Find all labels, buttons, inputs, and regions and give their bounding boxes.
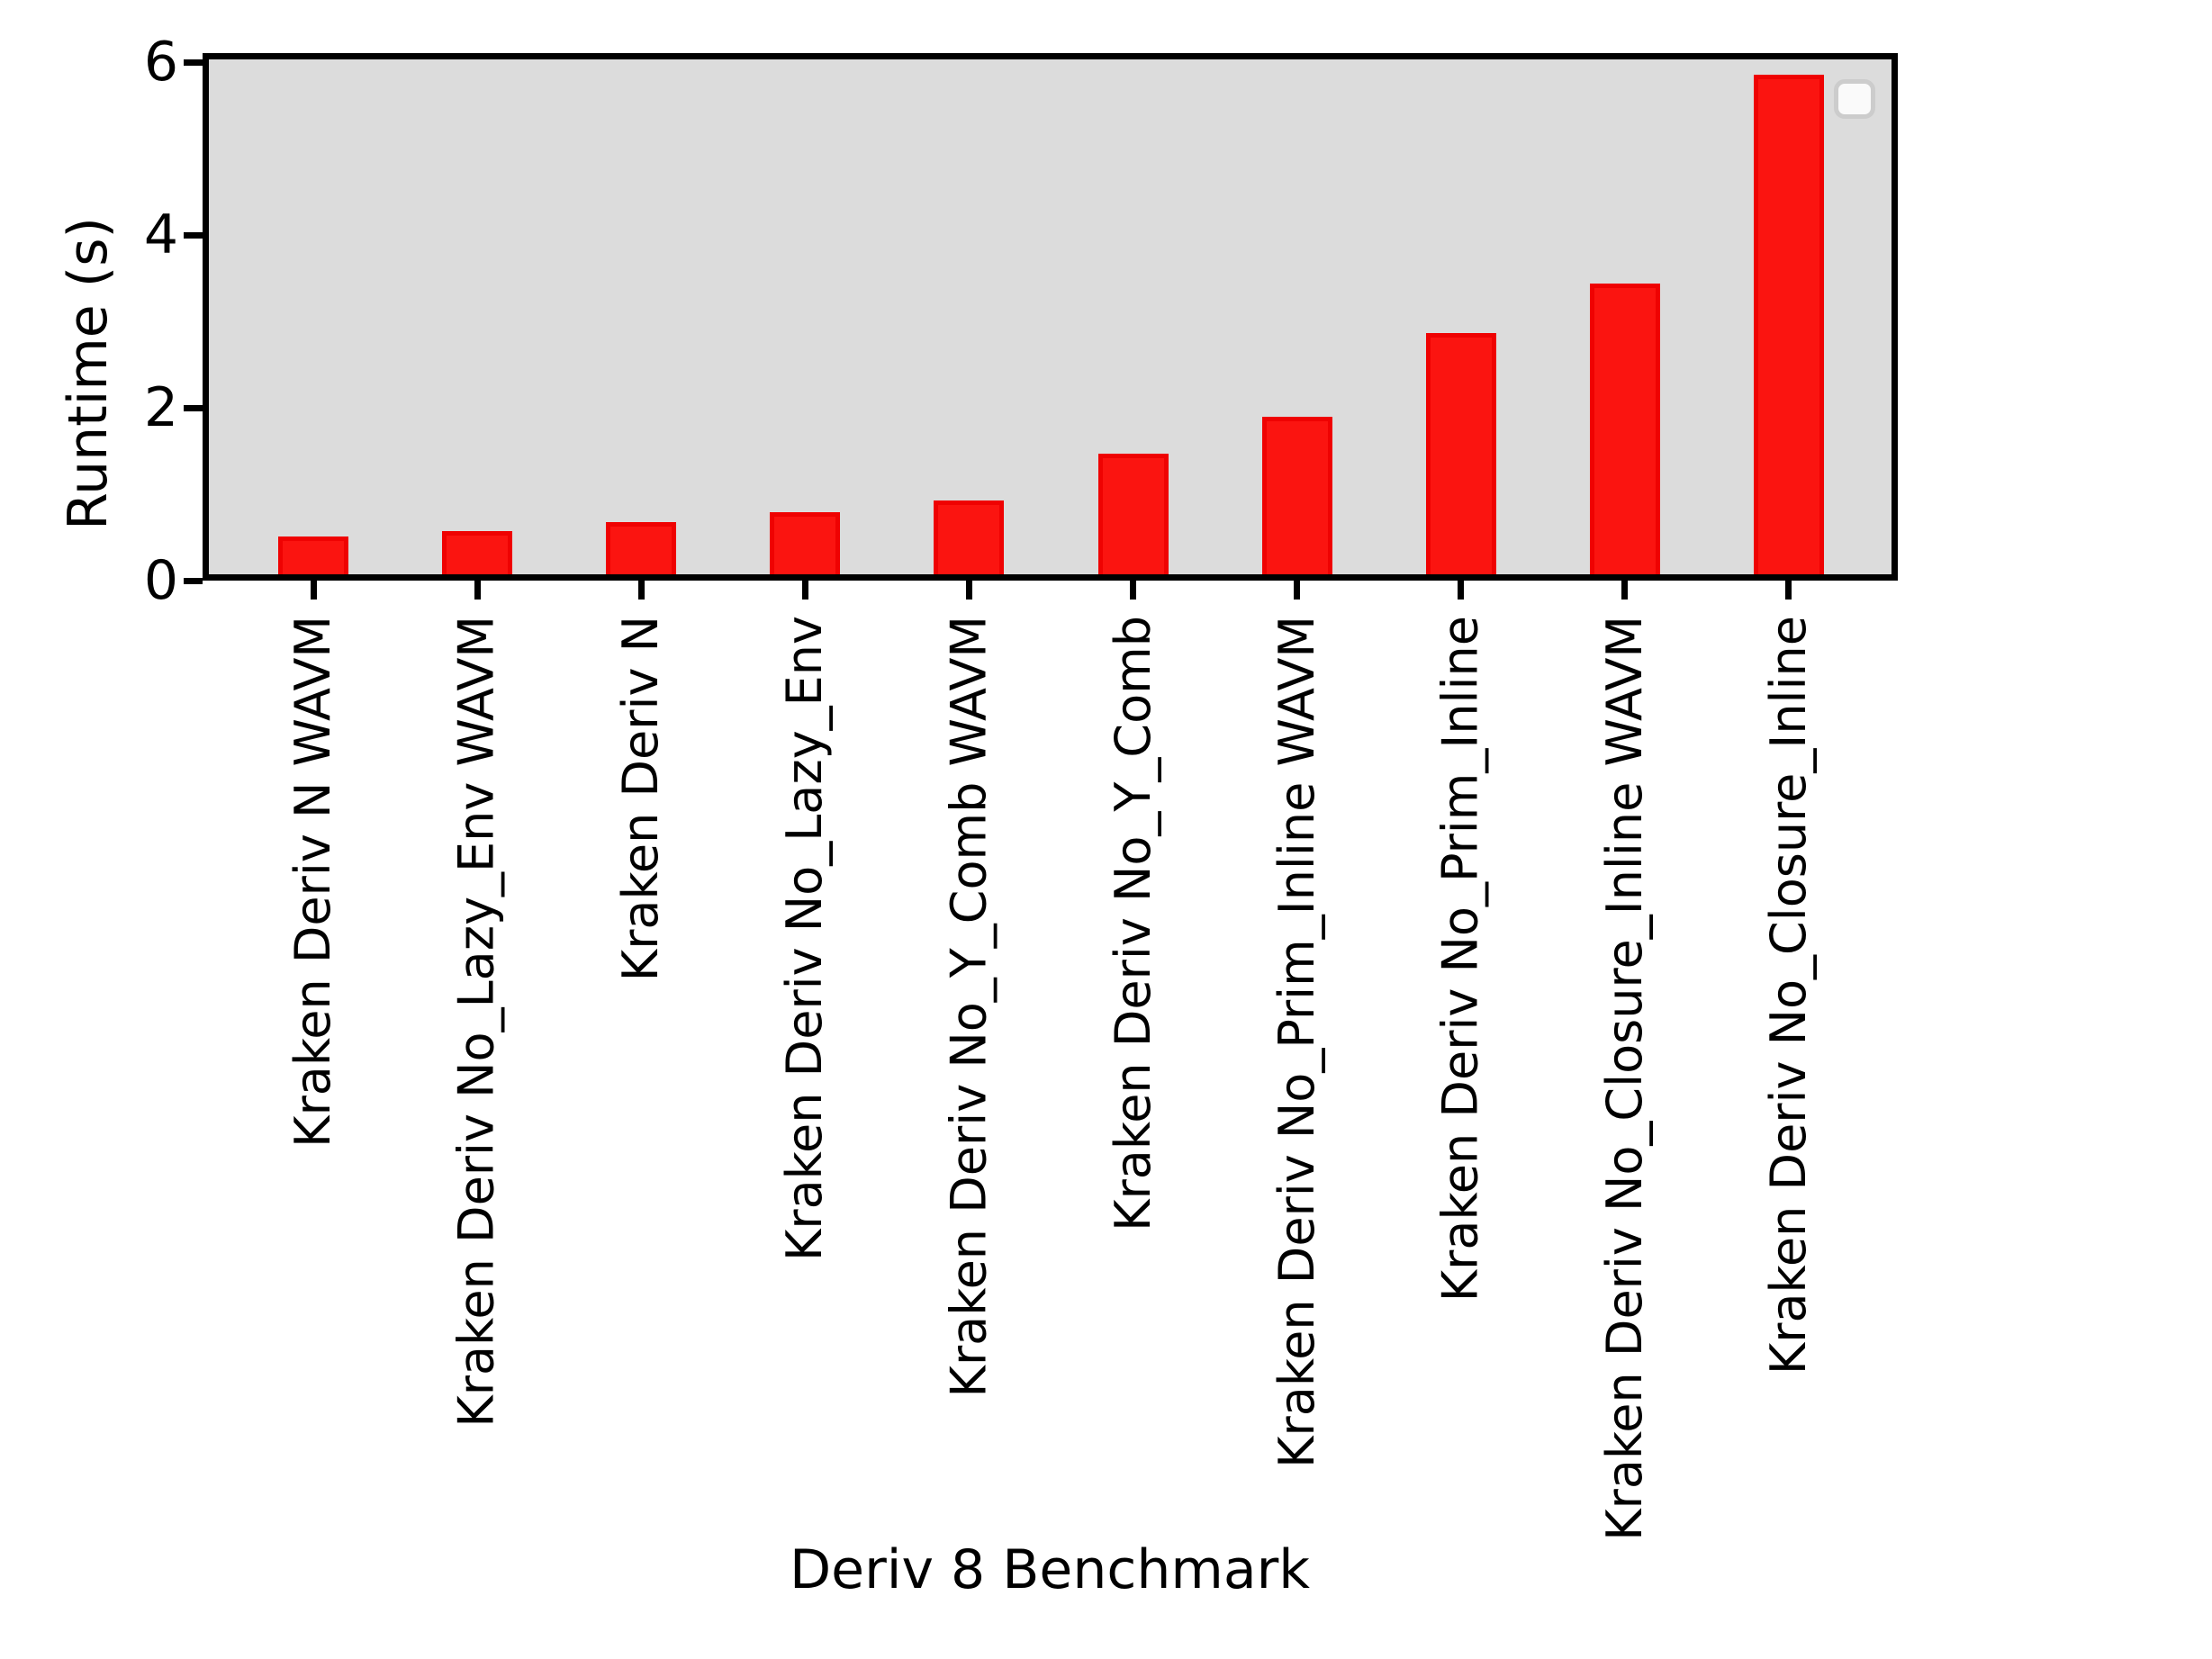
bar-7	[1425, 333, 1496, 574]
x-tick	[1458, 581, 1465, 600]
legend-box	[1834, 79, 1875, 119]
y-tick-label: 4	[143, 203, 178, 266]
x-tick	[965, 581, 972, 600]
x-tick-label: Kraken Deriv No_Prim_Inline	[1431, 616, 1489, 1303]
x-tick	[1785, 581, 1792, 600]
x-axis-label: Deriv 8 Benchmark	[789, 1538, 1311, 1601]
x-tick	[1294, 581, 1301, 600]
x-tick	[801, 581, 808, 600]
y-tick-label: 2	[143, 376, 178, 439]
x-tick-label: Kraken Deriv No_Lazy_Env WAVM	[448, 616, 506, 1428]
y-tick-label: 6	[143, 31, 178, 94]
bar-1	[442, 531, 513, 574]
x-tick-label: Kraken Deriv No_Lazy_Env	[776, 616, 834, 1262]
bar-5	[1097, 454, 1169, 574]
x-tick-label: Kraken Deriv N WAVM	[284, 616, 341, 1148]
bar-8	[1589, 284, 1660, 574]
y-tick	[184, 404, 203, 411]
x-tick-label: Kraken Deriv No_Closure_Inline	[1759, 616, 1817, 1375]
x-tick-label: Kraken Deriv No_Closure_Inline WAVM	[1595, 616, 1653, 1541]
x-tick	[637, 581, 645, 600]
bar-2	[606, 522, 677, 574]
x-tick	[474, 581, 481, 600]
y-tick	[184, 231, 203, 239]
x-tick	[310, 581, 317, 600]
y-tick	[184, 59, 203, 66]
bar-9	[1753, 75, 1824, 574]
y-axis-label: Runtime (s)	[57, 217, 120, 530]
x-tick-label: Kraken Deriv No_Y_Comb WAVM	[940, 616, 998, 1398]
x-tick	[1130, 581, 1136, 600]
plot-area	[203, 53, 1898, 581]
bar-3	[770, 512, 841, 574]
x-tick-label: Kraken Deriv N	[612, 616, 670, 982]
x-tick-label: Kraken Deriv No_Y_Comb	[1104, 616, 1161, 1231]
bar-4	[934, 500, 1005, 574]
bar-6	[1261, 417, 1332, 574]
y-tick	[184, 577, 203, 584]
y-tick-label: 0	[143, 549, 178, 612]
x-tick-label: Kraken Deriv No_Prim_Inline WAVM	[1268, 616, 1325, 1468]
bar-0	[278, 536, 348, 574]
x-tick	[1621, 581, 1629, 600]
